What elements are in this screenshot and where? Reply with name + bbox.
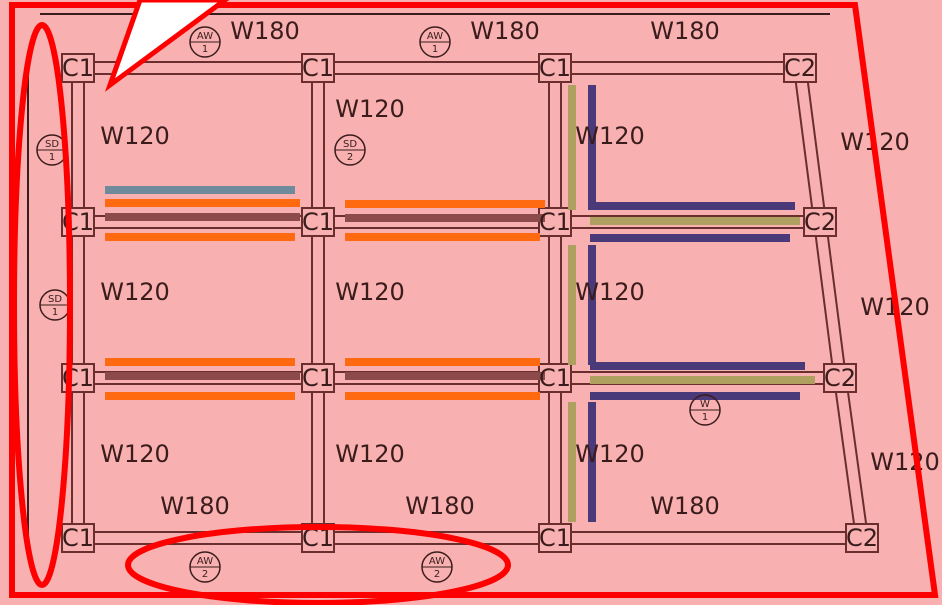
stroke	[345, 392, 540, 400]
marker-top: SD	[45, 139, 59, 150]
marker-bottom: 1	[702, 412, 708, 423]
stroke	[590, 217, 800, 225]
wall-label: W180	[160, 492, 230, 520]
column-label: C1	[539, 54, 571, 82]
wall-label: W120	[575, 440, 645, 468]
column-label: C1	[302, 364, 334, 392]
stroke	[345, 214, 545, 222]
marker-bottom: 1	[49, 152, 55, 163]
stroke	[105, 186, 295, 194]
stroke	[105, 392, 295, 400]
column-label: C2	[846, 524, 878, 552]
wall-label: W180	[405, 492, 475, 520]
marker-bottom: 2	[434, 569, 440, 580]
marker-bottom: 1	[202, 44, 208, 55]
marker-top: AW	[429, 556, 445, 567]
wall-label: W180	[470, 17, 540, 45]
wall-label: W180	[650, 492, 720, 520]
stroke	[590, 202, 795, 210]
column-label: C1	[539, 364, 571, 392]
column-label: C1	[539, 208, 571, 236]
marker-bottom: 2	[347, 152, 353, 163]
stroke	[590, 376, 815, 384]
marker-top: SD	[343, 139, 357, 150]
column-label: C1	[302, 208, 334, 236]
marker-top: AW	[197, 31, 213, 42]
marker-top: SD	[48, 294, 62, 305]
column-label: C1	[62, 524, 94, 552]
column-label: C1	[539, 524, 571, 552]
stroke	[345, 372, 545, 380]
marker-top: AW	[427, 31, 443, 42]
floor-plan: C1C1C1C2C1C1C1C2C1C1C1C2C1C1C1C2W180W180…	[0, 0, 942, 605]
stroke	[590, 362, 805, 370]
wall-label: W120	[335, 95, 405, 123]
wall-label: W120	[335, 440, 405, 468]
wall-label: W120	[870, 448, 940, 476]
wall-label: W120	[100, 278, 170, 306]
stroke	[345, 233, 540, 241]
stroke	[345, 358, 540, 366]
marker-bottom: 2	[202, 569, 208, 580]
marker-bottom: 1	[52, 307, 58, 318]
column-label: C1	[302, 54, 334, 82]
column-label: C1	[62, 54, 94, 82]
column-label: C2	[824, 364, 856, 392]
marker-top: AW	[197, 556, 213, 567]
column-label: C2	[804, 208, 836, 236]
stroke	[590, 234, 790, 242]
marker-bottom: 1	[432, 44, 438, 55]
column-label: C2	[784, 54, 816, 82]
stroke	[345, 200, 545, 208]
wall-label: W120	[335, 278, 405, 306]
wall-label: W120	[100, 440, 170, 468]
wall-label: W180	[650, 17, 720, 45]
wall-label: W120	[575, 122, 645, 150]
page: C1C1C1C2C1C1C1C2C1C1C1C2C1C1C1C2W180W180…	[0, 0, 942, 605]
marker-top: W	[700, 399, 710, 410]
wall-label: W120	[575, 278, 645, 306]
stroke	[105, 372, 300, 380]
wall-label: W180	[230, 17, 300, 45]
wall-label: W120	[100, 122, 170, 150]
stroke	[105, 213, 300, 221]
stroke	[105, 358, 295, 366]
stroke	[105, 199, 300, 207]
stroke	[105, 233, 295, 241]
